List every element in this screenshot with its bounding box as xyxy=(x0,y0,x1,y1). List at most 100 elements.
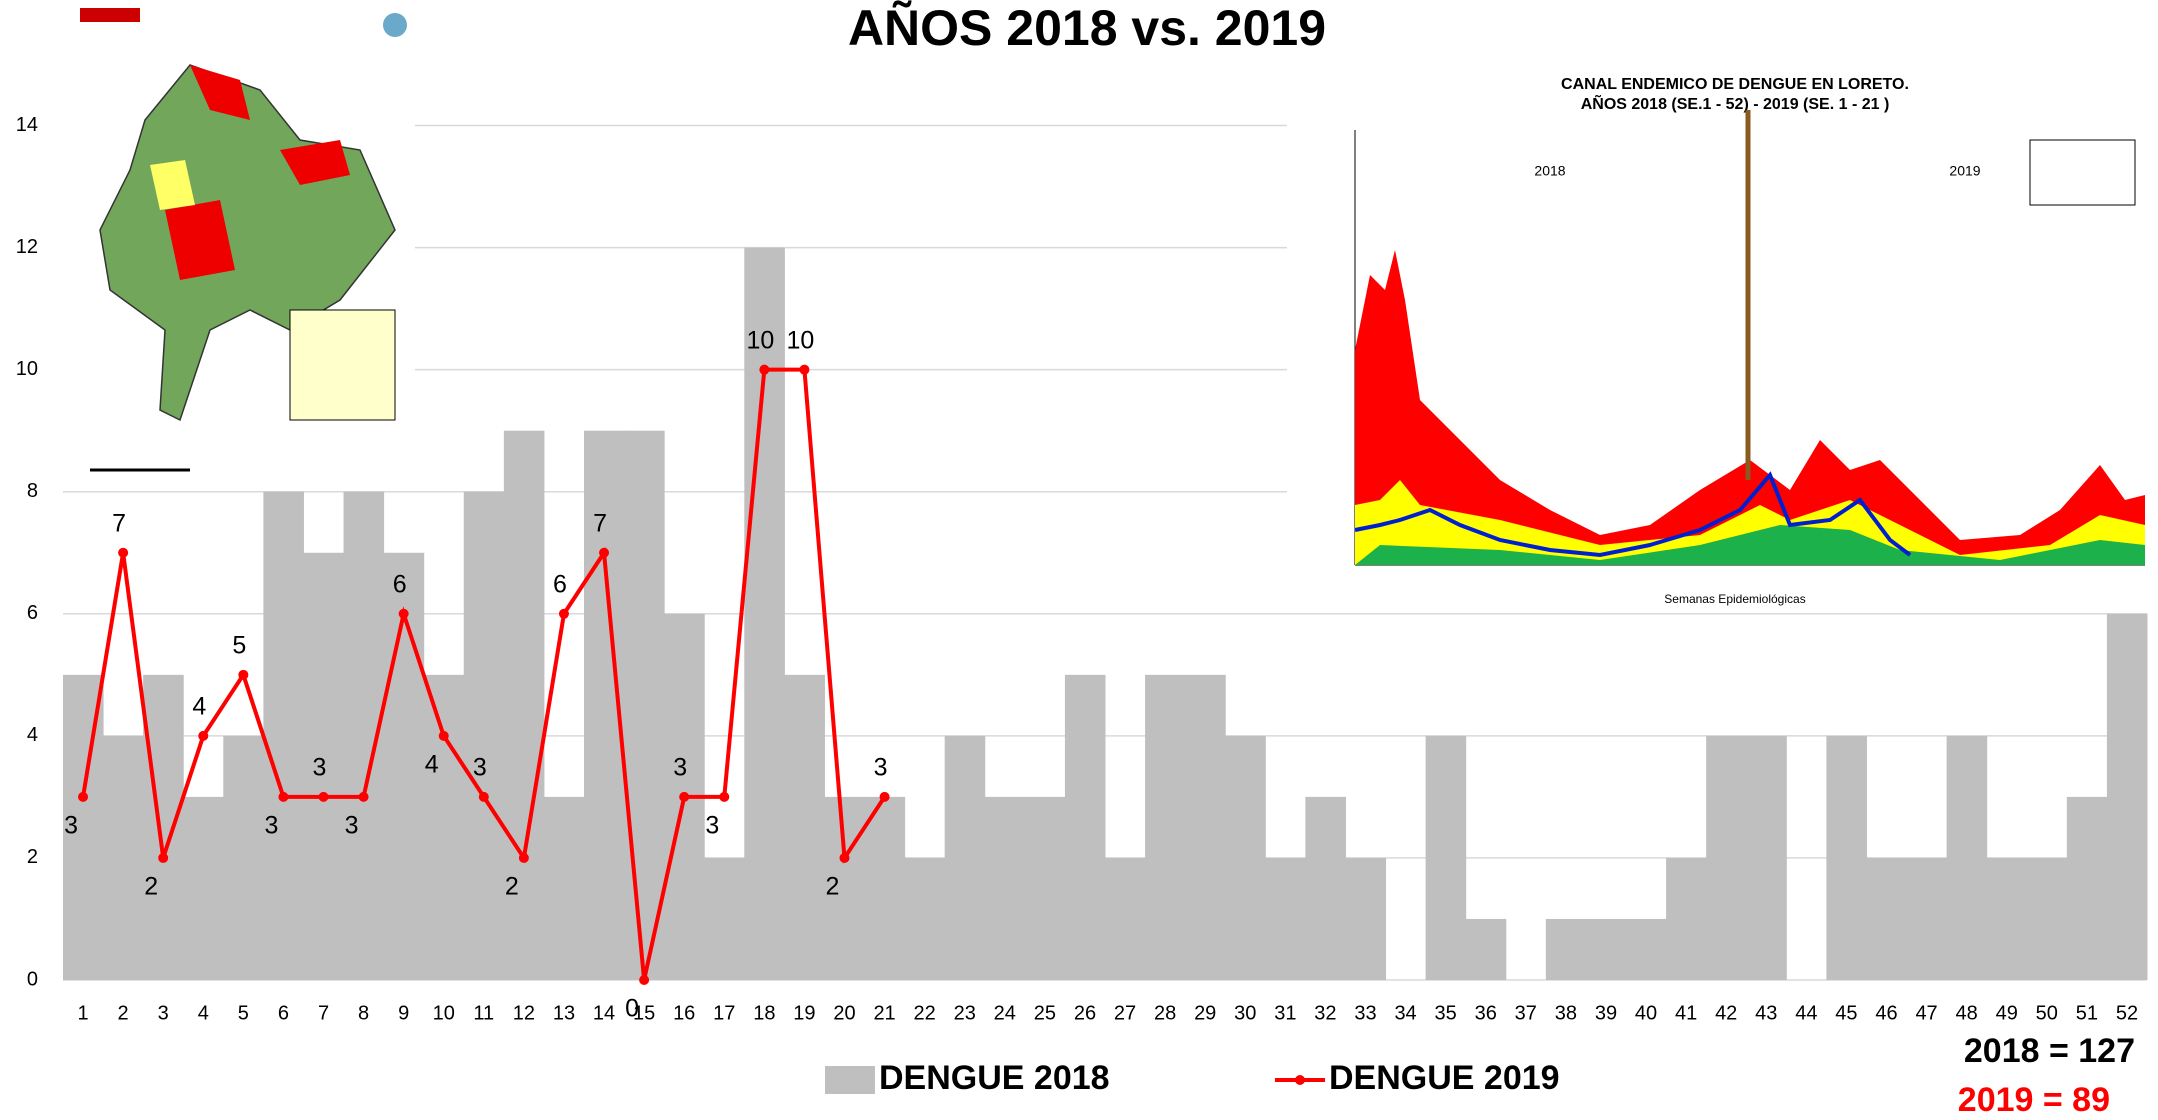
data-label: 10 xyxy=(746,326,774,354)
bar xyxy=(1305,796,1346,980)
bar xyxy=(1425,735,1467,980)
bar xyxy=(1225,735,1266,980)
point xyxy=(558,608,569,619)
x-tick-label: 13 xyxy=(553,1002,575,1024)
legend: DENGUE 2018 DENGUE 2019 xyxy=(825,1059,1560,1097)
total-2019: 2019 = 89 xyxy=(1958,1081,2110,1119)
x-tick-label: 3 xyxy=(158,1002,169,1024)
bar xyxy=(2066,796,2108,980)
bar xyxy=(1946,735,1988,980)
point xyxy=(839,852,850,863)
point xyxy=(599,547,610,558)
bar xyxy=(263,491,304,980)
data-label: 3 xyxy=(264,812,278,840)
data-label: 3 xyxy=(673,754,687,782)
bar xyxy=(1545,918,1587,980)
inset-label: 2018 xyxy=(1534,163,1565,179)
x-tick-label: 15 xyxy=(633,1002,655,1024)
x-tick-label: 25 xyxy=(1034,1002,1056,1024)
legend-swatch xyxy=(1295,1075,1305,1085)
map-legend xyxy=(289,309,396,421)
bar xyxy=(824,796,866,980)
x-tick-label: 41 xyxy=(1675,1002,1697,1024)
x-tick-label: 45 xyxy=(1835,1002,1857,1024)
bar xyxy=(1585,918,1627,980)
x-tick-label: 23 xyxy=(954,1002,976,1024)
data-label: 2 xyxy=(144,873,158,901)
bar xyxy=(223,735,264,980)
x-tick-label: 38 xyxy=(1555,1002,1577,1024)
point xyxy=(639,975,650,985)
bar xyxy=(183,796,224,980)
x-tick-label: 40 xyxy=(1635,1002,1657,1024)
bar xyxy=(1024,796,1066,980)
bar xyxy=(63,674,104,980)
y-tick-label: 4 xyxy=(27,724,38,746)
bar xyxy=(1185,674,1226,980)
bar xyxy=(463,491,505,980)
bar xyxy=(1906,857,1948,980)
x-tick-label: 29 xyxy=(1194,1002,1216,1024)
data-label: 10 xyxy=(787,326,815,354)
bar xyxy=(543,796,585,980)
bar xyxy=(624,430,665,980)
point xyxy=(478,791,489,802)
x-tick-label: 12 xyxy=(513,1002,535,1024)
x-tick-label: 17 xyxy=(713,1002,735,1024)
chart-title: AÑOS 2018 vs. 2019 xyxy=(848,0,1326,56)
x-tick-label: 42 xyxy=(1715,1002,1737,1024)
point xyxy=(879,791,890,802)
legend-swatch xyxy=(825,1066,875,1094)
x-tick-label: 28 xyxy=(1154,1002,1176,1024)
y-tick-label: 0 xyxy=(27,968,38,990)
inset-axis-title: Semanas Epidemiológicas xyxy=(1664,592,1805,606)
data-label: 3 xyxy=(64,812,78,840)
bar xyxy=(984,796,1026,980)
x-tick-label: 30 xyxy=(1234,1002,1256,1024)
x-tick-label: 44 xyxy=(1795,1002,1817,1024)
bar xyxy=(904,857,946,980)
data-label: 7 xyxy=(593,509,607,537)
bar xyxy=(1706,735,1747,980)
point xyxy=(358,791,369,802)
x-tick-label: 1 xyxy=(77,1002,88,1024)
x-tick-label: 33 xyxy=(1354,1002,1376,1024)
inset-area xyxy=(1355,480,2145,565)
x-tick-label: 48 xyxy=(1956,1002,1978,1024)
map-region xyxy=(280,140,350,185)
x-tick-label: 47 xyxy=(1915,1002,1937,1024)
map-inset xyxy=(55,0,415,485)
inset-title: CANAL ENDEMICO DE DENGUE EN LORETO. xyxy=(1561,76,1909,93)
x-tick-label: 39 xyxy=(1595,1002,1617,1024)
bar xyxy=(143,674,184,980)
bar xyxy=(1064,674,1106,980)
bar xyxy=(1826,735,1867,980)
bar xyxy=(864,796,906,980)
legend-label: DENGUE 2018 xyxy=(879,1059,1110,1097)
x-tick-label: 10 xyxy=(433,1002,455,1024)
bar xyxy=(1626,918,1667,980)
point xyxy=(719,791,730,802)
point xyxy=(278,791,289,802)
point xyxy=(518,852,529,863)
bar xyxy=(1666,857,1707,980)
x-tick-label: 11 xyxy=(473,1002,494,1024)
bar xyxy=(2106,613,2148,980)
x-tick-label: 4 xyxy=(198,1002,209,1024)
bar xyxy=(1145,674,1186,980)
y-tick-label: 6 xyxy=(27,602,38,624)
bar xyxy=(944,735,986,980)
inset-legend xyxy=(2029,139,2136,206)
bar xyxy=(103,735,144,980)
map-region xyxy=(165,200,235,280)
x-tick-label: 5 xyxy=(238,1002,249,1024)
data-label: 2 xyxy=(826,873,840,901)
x-tick-label: 36 xyxy=(1475,1002,1497,1024)
x-tick-label: 27 xyxy=(1114,1002,1136,1024)
bar xyxy=(503,430,545,980)
data-label: 3 xyxy=(705,812,719,840)
data-label: 3 xyxy=(473,754,487,782)
bar xyxy=(1746,735,1787,980)
bar xyxy=(1105,857,1146,980)
data-label: 4 xyxy=(192,692,206,720)
